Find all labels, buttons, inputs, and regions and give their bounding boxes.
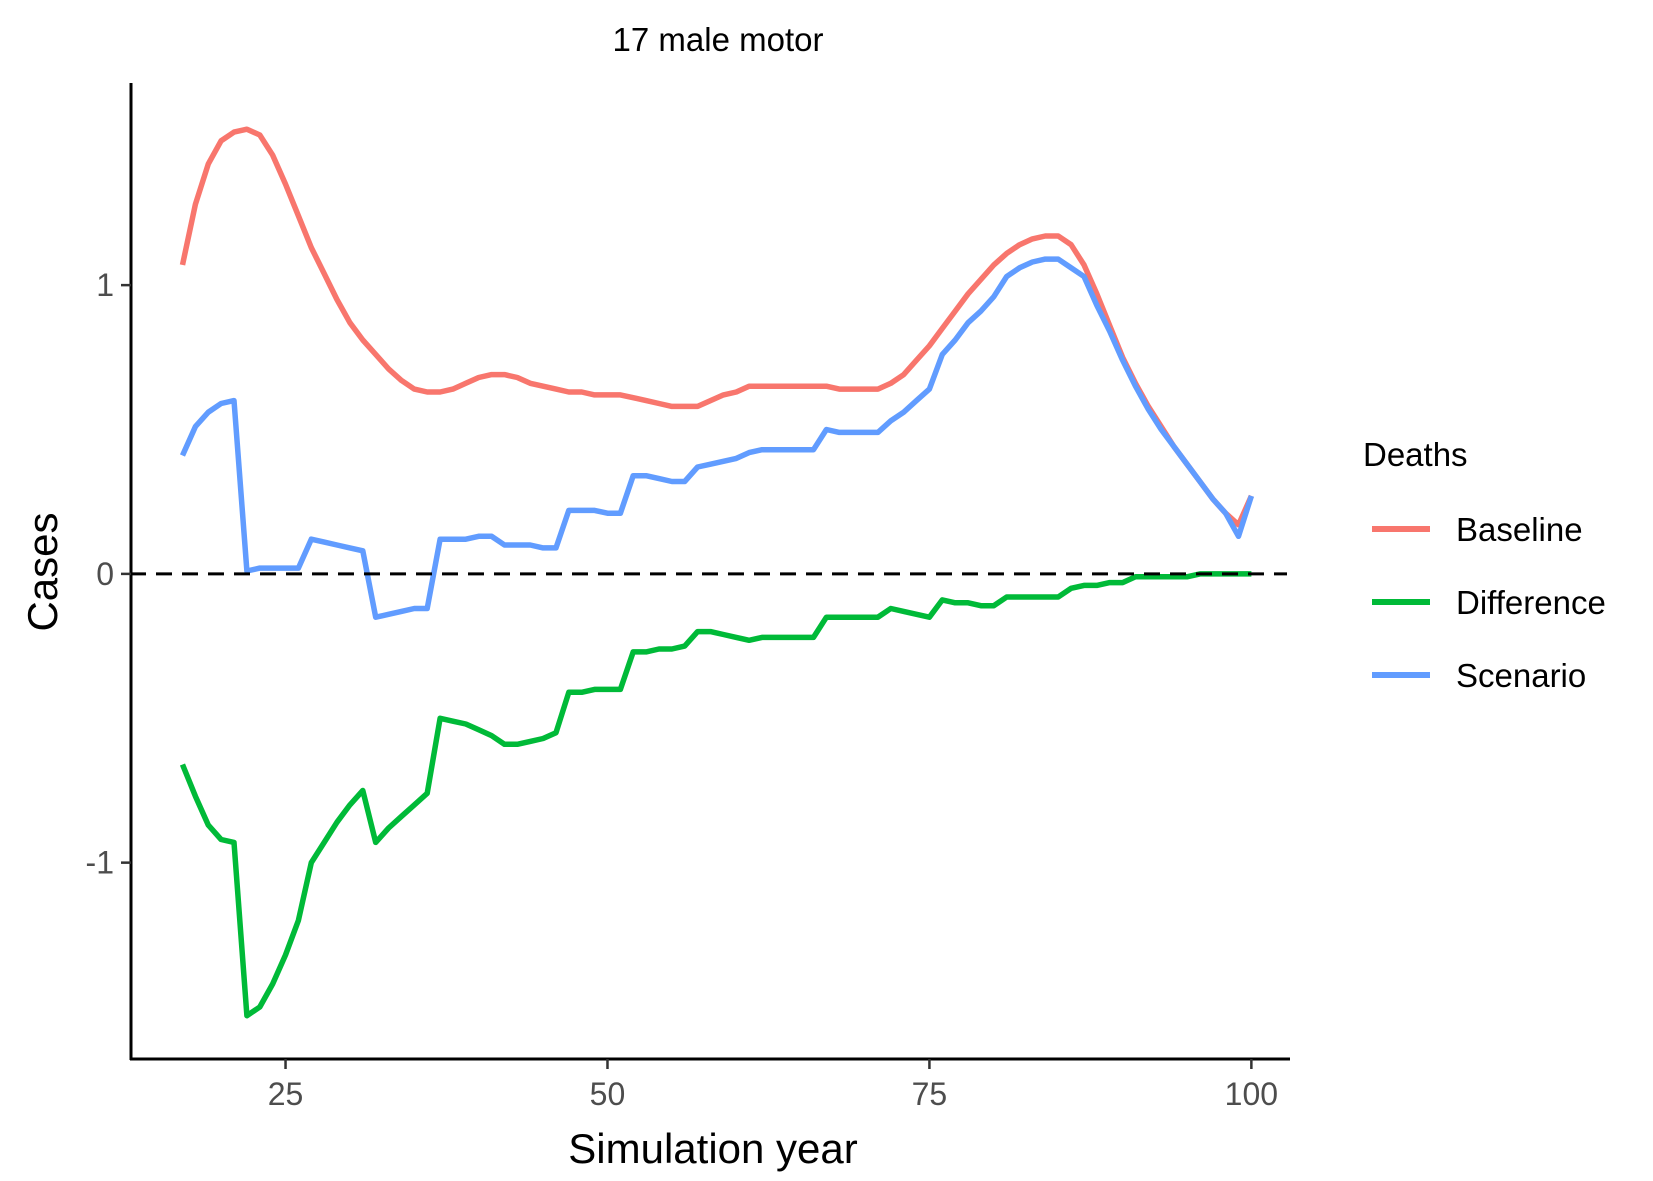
x-tick-label: 25 [268,1076,304,1112]
x-tick-label: 75 [912,1076,948,1112]
y-tick-label: 0 [96,556,114,592]
legend: Deaths Baseline Difference Scenario [1363,436,1606,694]
y-tick-label: -1 [86,845,114,881]
y-tick-label: 1 [96,267,114,303]
legend-label-baseline: Baseline [1456,511,1583,548]
y-axis-ticks: -1 0 1 [86,267,131,881]
x-axis-title: Simulation year [568,1125,857,1172]
legend-label-difference: Difference [1456,584,1606,621]
series-line-difference [179,571,1252,1019]
x-tick-label: 50 [590,1076,626,1112]
series-group [179,126,1255,1019]
x-axis-ticks: 25 50 75 100 [268,1059,1278,1112]
series-line-baseline [179,126,1254,528]
series-line-scenario [179,256,1255,620]
x-tick-label: 100 [1225,1076,1278,1112]
y-axis-title: Cases [19,512,66,631]
chart-title: 17 male motor [613,21,824,58]
legend-entries: Baseline Difference Scenario [1372,511,1606,694]
legend-title: Deaths [1363,436,1468,473]
legend-label-scenario: Scenario [1456,657,1586,694]
